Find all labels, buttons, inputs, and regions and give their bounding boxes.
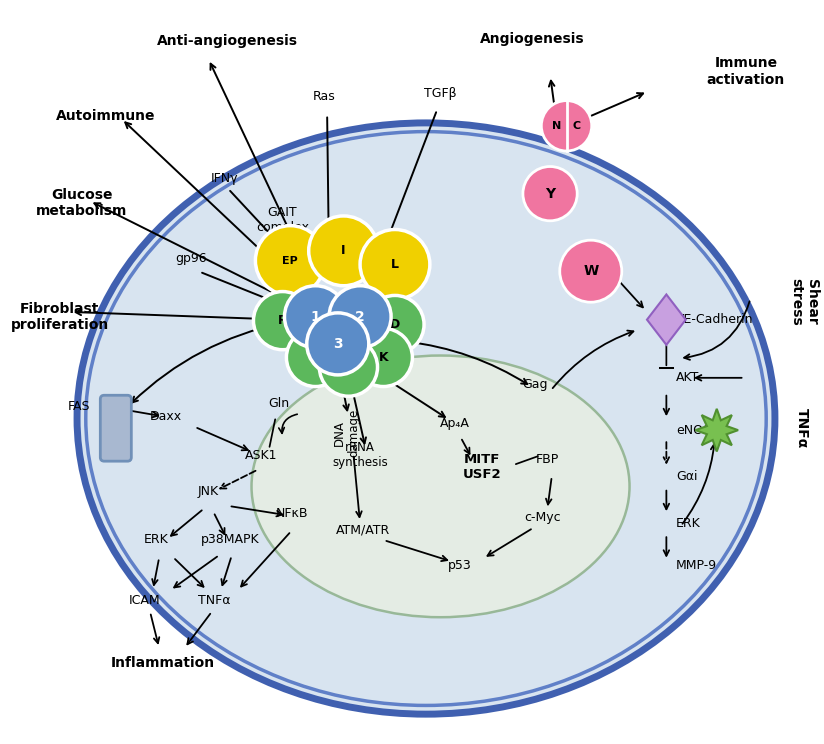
- Text: 1: 1: [311, 310, 321, 324]
- Text: 2: 2: [355, 310, 365, 324]
- Text: eNOS: eNOS: [676, 423, 711, 437]
- Text: Immune
activation: Immune activation: [707, 57, 785, 86]
- Circle shape: [360, 229, 430, 299]
- Circle shape: [287, 328, 344, 387]
- Text: Inflammation: Inflammation: [110, 655, 214, 670]
- Polygon shape: [695, 409, 738, 452]
- Text: p53: p53: [448, 559, 472, 572]
- Text: W: W: [583, 264, 598, 278]
- Text: ICAM: ICAM: [129, 594, 161, 607]
- Text: N: N: [552, 121, 561, 131]
- Text: GAIT
complex: GAIT complex: [256, 206, 309, 234]
- Text: Q: Q: [310, 351, 321, 364]
- Text: Angiogenesis: Angiogenesis: [480, 31, 585, 45]
- Text: AKT: AKT: [676, 371, 700, 385]
- Text: TNFα: TNFα: [795, 408, 809, 449]
- Text: ERK: ERK: [676, 516, 700, 530]
- Text: TGFβ: TGFβ: [424, 87, 456, 100]
- Polygon shape: [647, 295, 686, 345]
- Ellipse shape: [251, 356, 630, 618]
- Text: Shear
stress: Shear stress: [789, 278, 819, 326]
- Text: p38MAPK: p38MAPK: [201, 533, 260, 546]
- Text: D: D: [390, 318, 400, 331]
- Text: IFNγ: IFNγ: [211, 172, 238, 185]
- Text: Fibroblast
proliferation: Fibroblast proliferation: [11, 301, 109, 332]
- Text: Gln: Gln: [268, 397, 289, 411]
- Circle shape: [366, 295, 424, 353]
- Text: C: C: [572, 121, 580, 131]
- Text: Y: Y: [545, 187, 555, 201]
- Text: rRNA
synthesis: rRNA synthesis: [332, 441, 388, 469]
- Circle shape: [354, 328, 413, 387]
- Text: Daxx: Daxx: [150, 410, 182, 423]
- Text: K: K: [378, 351, 388, 364]
- Circle shape: [254, 292, 311, 350]
- Text: Ap₄A: Ap₄A: [440, 417, 470, 430]
- Text: EP: EP: [283, 255, 298, 266]
- Text: DNA
damage: DNA damage: [333, 409, 361, 458]
- Text: L: L: [391, 258, 399, 271]
- Text: VE-Cadherin: VE-Cadherin: [676, 313, 754, 326]
- Text: Gαi: Gαi: [676, 470, 698, 483]
- Text: ASK1: ASK1: [245, 449, 278, 462]
- Text: MMP-9: MMP-9: [676, 559, 717, 572]
- Circle shape: [307, 313, 369, 375]
- Text: Ras: Ras: [313, 90, 335, 103]
- Circle shape: [559, 240, 622, 302]
- Ellipse shape: [77, 123, 775, 714]
- Circle shape: [309, 216, 378, 286]
- Text: FBP: FBP: [536, 453, 559, 466]
- Text: Anti-angiogenesis: Anti-angiogenesis: [157, 33, 297, 48]
- Circle shape: [329, 286, 391, 347]
- Text: I: I: [341, 244, 346, 257]
- FancyBboxPatch shape: [101, 395, 131, 461]
- Text: MITF
USF2: MITF USF2: [463, 453, 502, 481]
- Text: NFκB: NFκB: [276, 507, 308, 520]
- Text: M: M: [342, 361, 354, 373]
- Circle shape: [541, 100, 592, 151]
- Text: TNFα: TNFα: [199, 594, 231, 607]
- Text: 3: 3: [333, 337, 343, 351]
- Circle shape: [523, 167, 577, 221]
- Text: c-Myc: c-Myc: [524, 511, 560, 524]
- Text: Glucose
metabolism: Glucose metabolism: [36, 188, 128, 219]
- Text: Autoimmune: Autoimmune: [56, 109, 156, 123]
- Text: ERK: ERK: [144, 533, 169, 546]
- Text: JNK: JNK: [197, 485, 218, 498]
- Text: R: R: [278, 314, 288, 327]
- Circle shape: [320, 338, 377, 397]
- Text: FAS: FAS: [68, 400, 91, 414]
- Circle shape: [284, 286, 347, 347]
- Circle shape: [255, 225, 325, 295]
- Text: gp96: gp96: [176, 252, 207, 265]
- Text: Gag: Gag: [522, 378, 547, 391]
- Text: ATM/ATR: ATM/ATR: [336, 524, 390, 536]
